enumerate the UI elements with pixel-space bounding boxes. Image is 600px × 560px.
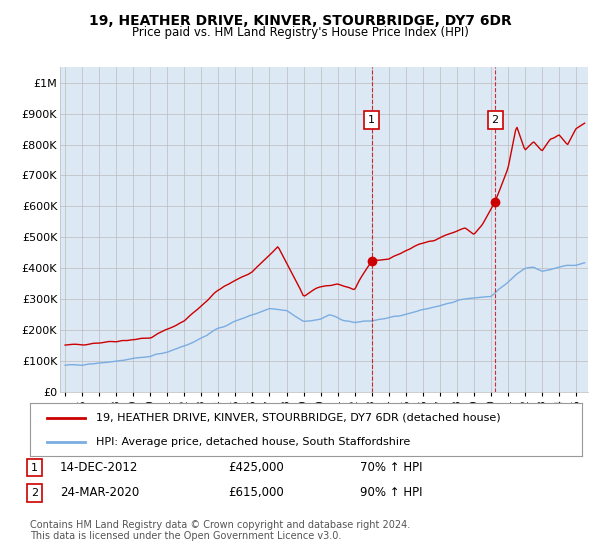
Text: Price paid vs. HM Land Registry's House Price Index (HPI): Price paid vs. HM Land Registry's House … [131,26,469,39]
Text: 19, HEATHER DRIVE, KINVER, STOURBRIDGE, DY7 6DR: 19, HEATHER DRIVE, KINVER, STOURBRIDGE, … [89,14,511,28]
Text: 1: 1 [368,115,375,125]
Text: 2: 2 [31,488,38,498]
Text: 2: 2 [491,115,499,125]
Text: 14-DEC-2012: 14-DEC-2012 [60,461,139,474]
Text: 90% ↑ HPI: 90% ↑ HPI [360,486,422,500]
Text: 24-MAR-2020: 24-MAR-2020 [60,486,139,500]
Text: 70% ↑ HPI: 70% ↑ HPI [360,461,422,474]
Text: 19, HEATHER DRIVE, KINVER, STOURBRIDGE, DY7 6DR (detached house): 19, HEATHER DRIVE, KINVER, STOURBRIDGE, … [96,413,501,423]
Text: £425,000: £425,000 [228,461,284,474]
Text: £615,000: £615,000 [228,486,284,500]
Text: Contains HM Land Registry data © Crown copyright and database right 2024.
This d: Contains HM Land Registry data © Crown c… [30,520,410,542]
Text: HPI: Average price, detached house, South Staffordshire: HPI: Average price, detached house, Sout… [96,437,410,447]
Text: 1: 1 [31,463,38,473]
